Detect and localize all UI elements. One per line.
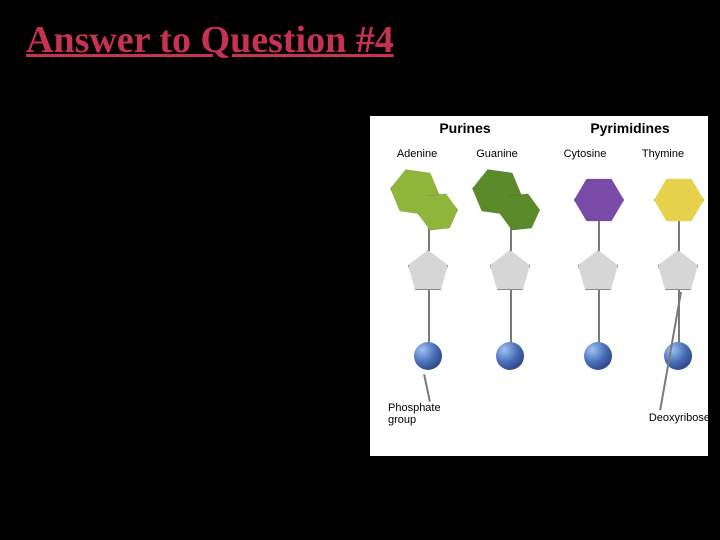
deoxyribose [658, 250, 698, 290]
phosphate [496, 342, 524, 370]
bond [428, 286, 430, 348]
cytosine-ring [574, 178, 624, 222]
text-and-1: and [166, 184, 236, 225]
molecule-diagram: Purines Pyrimidines Adenine Guanine Cyto… [370, 116, 708, 456]
pointer-line [423, 374, 431, 402]
bond [510, 286, 512, 348]
label-adenine: Adenine [388, 148, 446, 160]
label-thymine: Thymine [634, 148, 692, 160]
slide: Answer to Question #4 Purines are Adenin… [0, 0, 720, 540]
text-pyrimidines: Pyrimidines [46, 278, 232, 319]
label-cytosine: Cytosine [556, 148, 614, 160]
text-thymine: Thymine [86, 324, 234, 365]
header-purines: Purines [400, 120, 530, 136]
text-adenine: Adenine [24, 184, 166, 225]
phosphate [584, 342, 612, 370]
text-purines-are: Purines are [46, 138, 230, 179]
label-phosphate: Phosphate group [388, 402, 468, 426]
thymine-ring [654, 178, 704, 222]
label-guanine: Guanine [468, 148, 526, 160]
text-are: are [24, 324, 86, 365]
bullet-pyrimidines: Pyrimidines are Thymine and Cytosine [24, 276, 364, 414]
phosphate [414, 342, 442, 370]
slide-title: Answer to Question #4 [26, 18, 394, 62]
deoxyribose [578, 250, 618, 290]
body-text: Purines are Adenine and Guanine Pyrimidi… [24, 136, 364, 416]
header-pyrimidines: Pyrimidines [560, 120, 700, 136]
label-deoxyribose: Deoxyribose [620, 412, 710, 424]
text-cytosine: Cytosine [94, 370, 246, 411]
deoxyribose [490, 250, 530, 290]
deoxyribose [408, 250, 448, 290]
text-guanine: Guanine [24, 230, 168, 271]
text-and-2: and [24, 370, 94, 411]
bond [598, 286, 600, 348]
bullet-purines: Purines are Adenine and Guanine [24, 136, 364, 274]
